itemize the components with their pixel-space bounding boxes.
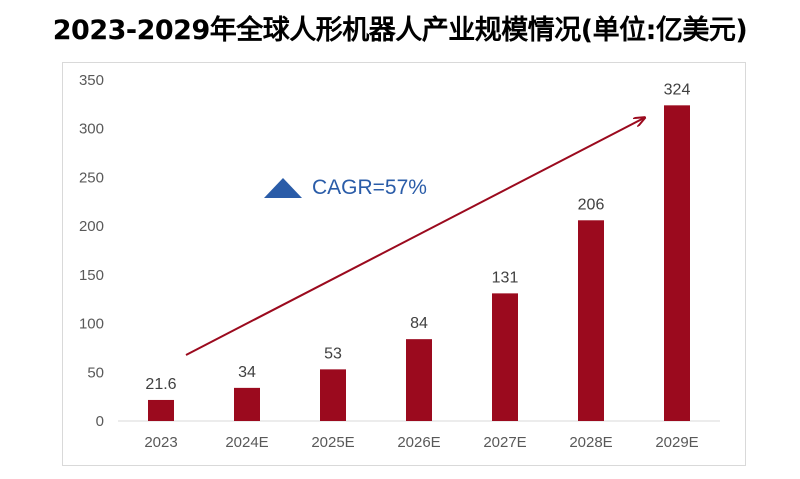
x-tick-label: 2029E bbox=[655, 434, 698, 451]
growth-arrow bbox=[185, 118, 644, 356]
y-tick-label: 100 bbox=[79, 316, 104, 333]
bar-2025E bbox=[320, 369, 346, 421]
chart-title: 2023-2029年全球人形机器人产业规模情况(单位:亿美元) bbox=[52, 15, 748, 46]
y-tick-label: 200 bbox=[79, 218, 104, 235]
y-tick-label: 50 bbox=[87, 364, 104, 381]
data-label: 53 bbox=[324, 345, 342, 362]
x-tick-label: 2028E bbox=[569, 434, 612, 451]
chart-frame bbox=[62, 62, 746, 466]
y-tick-label: 300 bbox=[79, 121, 104, 138]
y-tick-label: 250 bbox=[79, 169, 104, 186]
data-label: 84 bbox=[410, 315, 428, 332]
y-tick-label: 350 bbox=[79, 72, 104, 89]
bar-2023 bbox=[148, 399, 174, 421]
data-label: 21.6 bbox=[145, 376, 176, 393]
bar-2029E bbox=[664, 105, 690, 422]
cagr-annotation: CAGR=57% bbox=[312, 176, 427, 199]
data-label: 324 bbox=[664, 81, 691, 98]
data-label: 34 bbox=[238, 364, 256, 381]
y-tick-label: 0 bbox=[96, 413, 104, 430]
bar-2024E bbox=[234, 387, 260, 421]
data-label: 206 bbox=[578, 196, 605, 213]
x-tick-label: 2027E bbox=[483, 434, 526, 451]
y-tick-label: 150 bbox=[79, 267, 104, 284]
x-tick-label: 2023 bbox=[144, 434, 177, 451]
x-tick-label: 2026E bbox=[397, 434, 440, 451]
bar-2028E bbox=[578, 220, 604, 421]
data-label: 131 bbox=[492, 269, 519, 286]
x-tick-label: 2024E bbox=[225, 434, 268, 451]
x-tick-label: 2025E bbox=[311, 434, 354, 451]
bar-2026E bbox=[406, 339, 432, 421]
triangle-up-icon bbox=[264, 178, 302, 198]
bar-2027E bbox=[492, 293, 518, 421]
